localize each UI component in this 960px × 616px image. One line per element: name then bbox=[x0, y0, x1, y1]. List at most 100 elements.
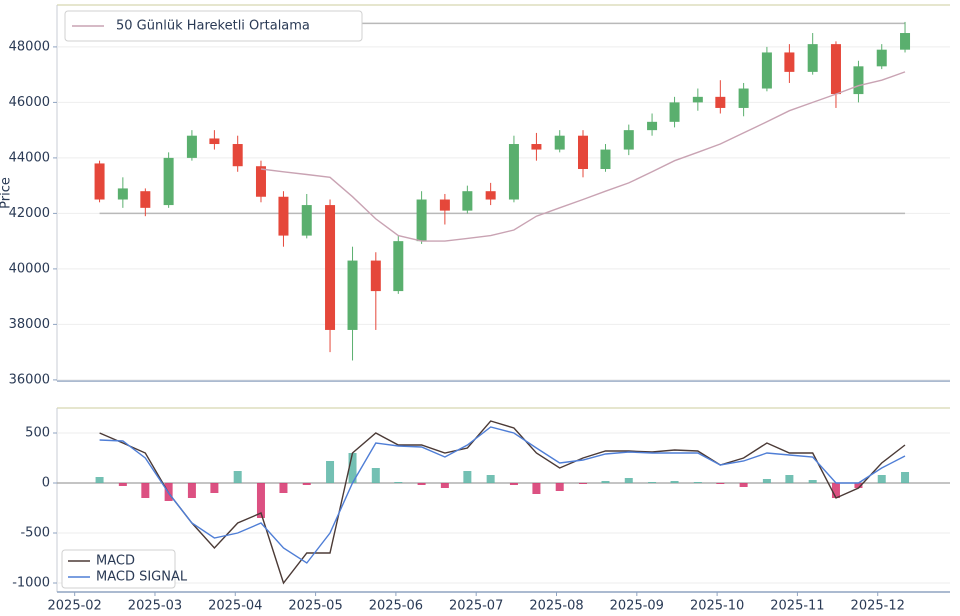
candle-body bbox=[692, 96, 703, 103]
y-tick-label: 0 bbox=[42, 476, 50, 491]
histogram-bar bbox=[854, 483, 863, 488]
y-tick-label: 44000 bbox=[9, 150, 50, 165]
histogram-bar bbox=[417, 483, 426, 485]
y-axis-label: Price bbox=[0, 177, 14, 209]
x-tick-label: 2025-05 bbox=[288, 599, 342, 614]
histogram-bar bbox=[877, 475, 886, 483]
histogram-bar bbox=[509, 483, 518, 485]
candle-body bbox=[669, 102, 680, 122]
candle-body bbox=[600, 149, 611, 169]
histogram-bar bbox=[187, 483, 196, 498]
histogram-bar bbox=[601, 481, 610, 483]
x-tick-label: 2025-10 bbox=[690, 599, 744, 614]
histogram-bar bbox=[785, 475, 794, 483]
y-tick-label: 46000 bbox=[9, 95, 50, 110]
candle-body bbox=[301, 205, 312, 236]
x-tick-label: 2025-06 bbox=[369, 599, 423, 614]
candle-body bbox=[325, 205, 336, 330]
candle-body bbox=[830, 44, 841, 95]
histogram-bar bbox=[762, 479, 771, 483]
histogram-bar bbox=[256, 483, 265, 518]
histogram-bar bbox=[279, 483, 288, 493]
legend-label: 50 Günlük Hareketli Ortalama bbox=[116, 19, 310, 34]
candle-body bbox=[715, 96, 726, 108]
series-line bbox=[99, 420, 906, 585]
candle-body bbox=[370, 260, 381, 292]
histogram-bar bbox=[579, 483, 588, 484]
legend-box bbox=[64, 10, 363, 42]
candle-body bbox=[807, 44, 818, 72]
candle-body bbox=[393, 241, 404, 292]
candle-body bbox=[347, 260, 358, 330]
histogram-bar bbox=[394, 482, 403, 483]
candle-body bbox=[876, 49, 887, 67]
x-tick-label: 2025-07 bbox=[449, 599, 503, 614]
candle-body bbox=[738, 88, 749, 108]
x-tick-label: 2025-03 bbox=[128, 599, 182, 614]
candle-body bbox=[255, 166, 266, 197]
candle-body bbox=[554, 135, 565, 150]
candle-body bbox=[278, 196, 289, 236]
candle-body bbox=[439, 199, 450, 211]
histogram-bar bbox=[901, 472, 910, 483]
y-tick-label: -1000 bbox=[12, 576, 50, 591]
candle-body bbox=[186, 135, 197, 158]
x-tick-label: 2025-04 bbox=[208, 599, 262, 614]
x-tick-label: 2025-02 bbox=[48, 599, 102, 614]
histogram-bar bbox=[808, 480, 817, 483]
histogram-bar bbox=[440, 483, 449, 488]
histogram-bar bbox=[532, 483, 541, 494]
histogram-bar bbox=[348, 453, 357, 483]
histogram-bar bbox=[326, 461, 335, 483]
histogram-bar bbox=[141, 483, 150, 498]
x-tick-label: 2025-08 bbox=[529, 599, 583, 614]
legend: 50 Günlük Hareketli Ortalama bbox=[64, 10, 363, 42]
histogram-bar bbox=[95, 477, 104, 483]
y-tick-label: 48000 bbox=[9, 39, 50, 54]
candle-body bbox=[232, 144, 243, 167]
y-tick-label: -500 bbox=[20, 526, 50, 541]
histogram-bar bbox=[302, 483, 311, 485]
histogram-bar bbox=[693, 482, 702, 483]
x-tick-label: 2025-09 bbox=[610, 599, 664, 614]
histogram-bar bbox=[648, 482, 657, 483]
candle-body bbox=[623, 130, 634, 150]
x-tick-label: 2025-11 bbox=[770, 599, 824, 614]
y-tick-label: 40000 bbox=[9, 261, 50, 276]
legend-box bbox=[61, 549, 176, 589]
candle-body bbox=[508, 144, 519, 200]
candle-body bbox=[416, 199, 427, 242]
candle-body bbox=[784, 52, 795, 72]
y-tick-label: 500 bbox=[25, 426, 50, 441]
histogram-bar bbox=[486, 475, 495, 483]
x-tick-label: 2025-12 bbox=[851, 599, 905, 614]
y-tick-label: 38000 bbox=[9, 317, 50, 332]
histogram-bar bbox=[118, 483, 127, 486]
candle-body bbox=[163, 157, 174, 206]
histogram-bar bbox=[739, 483, 748, 487]
histogram-bar bbox=[831, 483, 840, 498]
candle-body bbox=[578, 135, 589, 169]
candle-body bbox=[140, 191, 151, 208]
histogram-bar bbox=[463, 471, 472, 483]
candle-body bbox=[94, 163, 105, 200]
candle-body bbox=[900, 33, 911, 50]
legend-label: MACD SIGNAL bbox=[96, 570, 188, 585]
series-line bbox=[99, 426, 906, 564]
histogram-bar bbox=[233, 471, 242, 483]
candle-body bbox=[761, 52, 772, 89]
histogram-bar bbox=[210, 483, 219, 493]
histogram-bar bbox=[624, 478, 633, 483]
candle-body bbox=[485, 191, 496, 200]
candle-body bbox=[853, 66, 864, 95]
histogram-bar bbox=[670, 481, 679, 483]
series-line bbox=[260, 71, 906, 242]
histogram-bar bbox=[555, 483, 564, 491]
y-tick-label: 42000 bbox=[9, 206, 50, 221]
histogram-bar bbox=[716, 483, 725, 484]
candle-body bbox=[117, 188, 128, 200]
candle-body bbox=[462, 191, 473, 211]
